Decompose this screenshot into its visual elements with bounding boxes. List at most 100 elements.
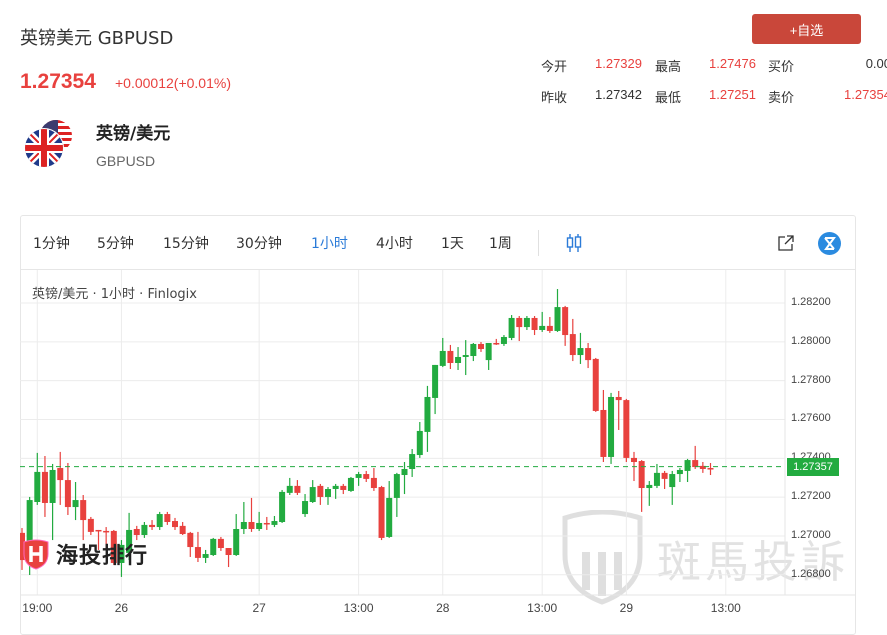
candle-up (286, 485, 293, 493)
y-tick-label: 1.26800 (791, 567, 831, 580)
candle-up (118, 544, 125, 563)
haitou-watermark-text: 海投排行 (56, 544, 149, 569)
candle-up (676, 469, 683, 475)
candle-up (279, 491, 286, 523)
candle-up (577, 348, 584, 356)
candle-down (661, 472, 668, 479)
candle-up (355, 474, 362, 478)
candle-up (409, 454, 416, 469)
candle-down (95, 529, 102, 532)
candle-up (608, 396, 615, 457)
candle-down (172, 521, 178, 528)
candle-down (569, 334, 576, 356)
stat-value: 1.27476 (709, 56, 756, 71)
price-change: +0.00012(+0.01%) (115, 75, 231, 91)
candle-up (271, 521, 278, 525)
candle-down (20, 532, 25, 561)
candle-down (164, 514, 171, 523)
candle-down (546, 325, 553, 331)
candle-up (470, 343, 477, 357)
candle-up (485, 342, 492, 361)
stat-label: 昨收 (541, 91, 568, 106)
candle-up (233, 528, 240, 556)
candle-up (393, 474, 400, 498)
timeframe-tab[interactable]: 1周 (489, 236, 512, 252)
instrument-name: 英镑/美元 (96, 124, 171, 144)
candle-up (347, 477, 354, 491)
candle-down (562, 307, 569, 336)
instrument-code: GBPUSD (96, 153, 156, 169)
candle-down (217, 538, 224, 549)
candle-down (592, 358, 599, 411)
candle-up (500, 336, 507, 344)
candle-down (493, 342, 500, 345)
candle-down (692, 460, 699, 468)
stat-label: 今开 (541, 60, 568, 75)
candle-down (225, 548, 232, 556)
y-tick-label: 1.28000 (791, 334, 831, 347)
current-price-label: 1.27357 (787, 457, 839, 476)
candle-up (141, 524, 148, 536)
x-tick-label: 27 (252, 601, 266, 615)
candle-down (194, 547, 201, 558)
candle-up (439, 350, 446, 366)
candle-up (309, 487, 316, 503)
candle-up (49, 469, 56, 503)
x-tick-label: 13:00 (343, 601, 374, 615)
candlestick-icon[interactable] (565, 233, 583, 257)
candle-down (133, 528, 140, 536)
stat-value: 0.00 (865, 56, 887, 71)
timeframe-tab[interactable]: 30分钟 (236, 236, 282, 252)
zebra-shield-icon (562, 510, 643, 605)
timeframe-tab[interactable]: 1天 (441, 236, 464, 252)
stat-label: 最高 (655, 60, 682, 75)
candle-down (638, 461, 645, 489)
candle-down (623, 400, 630, 458)
candle-up (34, 471, 41, 503)
candle-up (684, 460, 691, 471)
timeframe-tab[interactable]: 1小时 (311, 236, 348, 252)
candle-down (317, 485, 324, 497)
timeframe-tab[interactable]: 1分钟 (33, 236, 70, 252)
candle-down (600, 409, 607, 457)
toolbar-divider (538, 230, 539, 256)
candle-up (669, 474, 676, 488)
timeframe-tab[interactable]: 5分钟 (97, 236, 134, 252)
haitou-shield-icon (23, 539, 49, 570)
timeframe-tab[interactable]: 4小时 (376, 236, 413, 252)
zebra-logo-icon[interactable] (818, 232, 841, 259)
x-tick-label: 28 (436, 601, 450, 615)
candle-up (72, 500, 79, 508)
x-tick-label: 13:00 (710, 601, 741, 615)
stat-label: 最低 (655, 91, 682, 106)
candle-down (263, 522, 270, 525)
candle-down (41, 471, 48, 503)
y-tick-label: 1.28200 (791, 296, 831, 308)
candle-up (202, 554, 209, 558)
candlestick-chart[interactable] (20, 270, 855, 622)
x-tick-label: 26 (114, 601, 129, 615)
candle-down (370, 477, 377, 489)
stat-label: 卖价 (768, 91, 795, 106)
candle-down (531, 317, 538, 330)
candle-up (416, 430, 423, 456)
candle-down (87, 518, 94, 532)
candle-up (432, 364, 439, 398)
candle-up (508, 317, 515, 338)
external-link-icon[interactable] (777, 234, 795, 256)
candle-down (378, 487, 385, 538)
candle-up (26, 500, 33, 543)
chart-legend: 英镑/美元 · 1小时 · Finlogix (32, 287, 197, 302)
candle-down (699, 465, 706, 469)
candle-up (455, 356, 462, 363)
candle-down (615, 396, 622, 401)
x-tick-label: 13:00 (527, 601, 558, 615)
timeframe-tab[interactable]: 15分钟 (163, 236, 209, 252)
candle-down (80, 500, 87, 521)
y-tick-label: 1.27800 (791, 373, 831, 386)
candle-down (103, 530, 110, 533)
candle-up (332, 485, 339, 489)
stat-label: 买价 (768, 60, 795, 75)
add-watchlist-button[interactable]: +自选 (752, 14, 861, 44)
candle-up (325, 488, 331, 497)
